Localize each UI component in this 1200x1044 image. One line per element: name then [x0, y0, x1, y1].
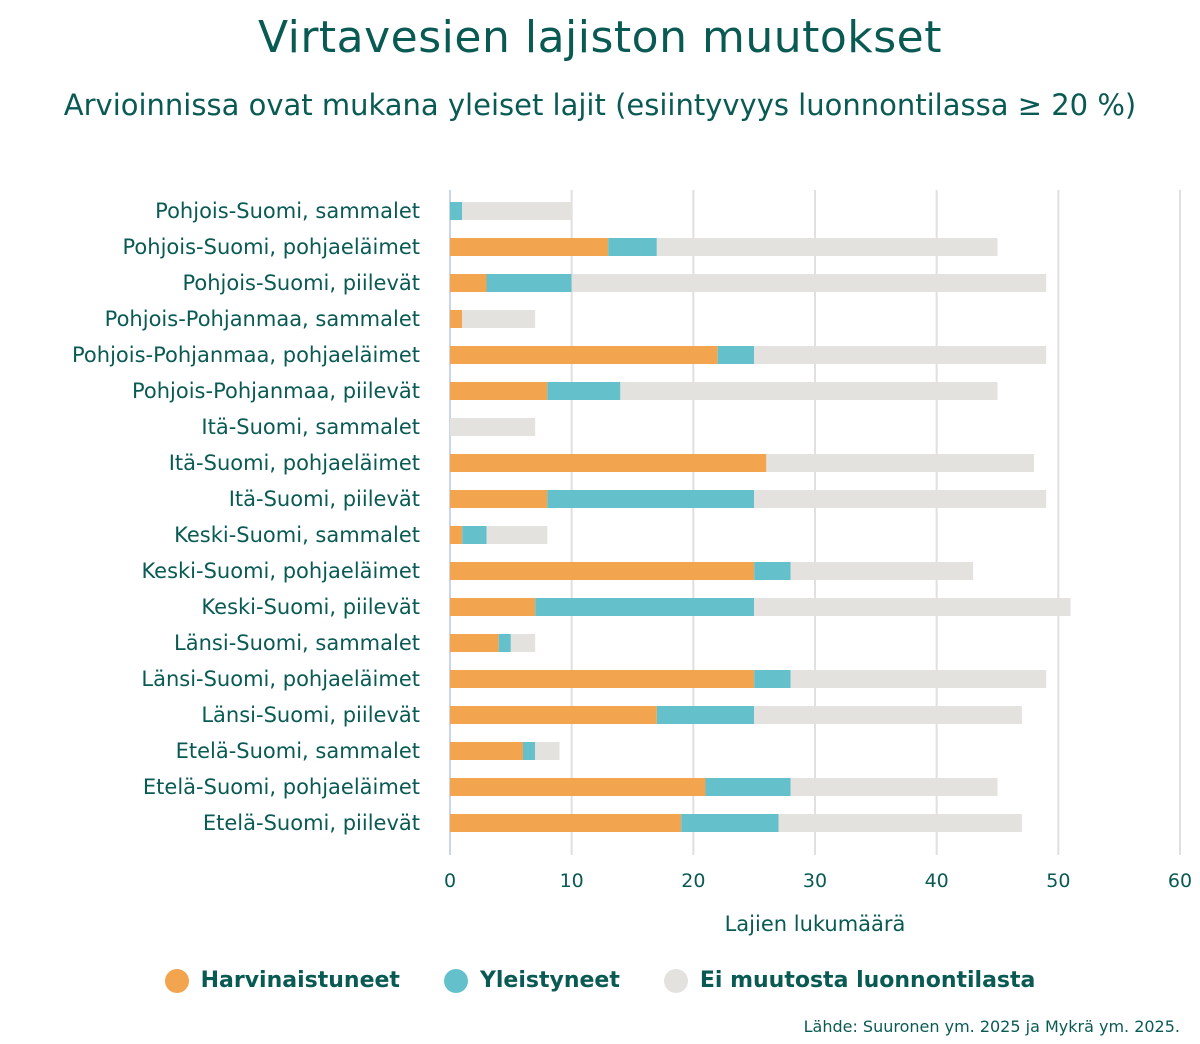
stacked-bar-chart: Pohjois-Suomi, sammalet Pohjois-Suomi, po…: [72, 190, 1192, 936]
legend-item-yleistyneet[interactable]: Yleistyneet: [443, 968, 620, 993]
x-tick-label: 60: [1168, 870, 1192, 892]
legend-label: Ei muutosta luonnontilasta: [699, 968, 1036, 993]
bar-segment-ei-muutosta[interactable]: [620, 382, 998, 400]
bar-segment-yleistyneet[interactable]: [681, 814, 779, 832]
x-axis-title: Lajien lukumäärä: [725, 912, 906, 936]
category-label: Pohjois-Pohjanmaa, piilevät: [132, 379, 420, 403]
category-label: Pohjois-Suomi, piilevät: [182, 271, 420, 295]
bar-segment-yleistyneet[interactable]: [498, 634, 511, 652]
bar-segment-yleistyneet[interactable]: [486, 274, 572, 292]
source-note: Lähde: Suuronen ym. 2025 ja Mykrä ym. 20…: [803, 1017, 1180, 1036]
bar-segment-harvinaistuneet[interactable]: [450, 346, 718, 364]
bar-segment-harvinaistuneet[interactable]: [450, 274, 487, 292]
bar-segment-ei-muutosta[interactable]: [462, 310, 536, 328]
legend: Harvinaistuneet Yleistyneet Ei muutosta …: [0, 968, 1200, 993]
category-label: Pohjois-Suomi, sammalet: [155, 199, 420, 223]
bar-segment-ei-muutosta[interactable]: [790, 778, 998, 796]
bar-segment-yleistyneet[interactable]: [450, 202, 463, 220]
bar-segment-harvinaistuneet[interactable]: [450, 310, 463, 328]
legend-label: Harvinaistuneet: [200, 968, 400, 993]
chart-subtitle: Arvioinnissa ovat mukana yleiset lajit (…: [63, 88, 1137, 122]
bar-segment-harvinaistuneet[interactable]: [450, 670, 755, 688]
bar-segment-yleistyneet[interactable]: [523, 742, 536, 760]
bar-segment-harvinaistuneet[interactable]: [450, 706, 657, 724]
bar-segment-ei-muutosta[interactable]: [656, 238, 998, 256]
bar-segment-harvinaistuneet[interactable]: [450, 454, 767, 472]
category-label: Pohjois-Suomi, pohjaeläimet: [123, 235, 421, 259]
bar-segment-ei-muutosta[interactable]: [790, 562, 974, 580]
legend-dot-icon: [443, 968, 468, 993]
bar-segment-ei-muutosta[interactable]: [754, 490, 1047, 508]
bar-segment-yleistyneet[interactable]: [656, 706, 755, 724]
bar-segment-harvinaistuneet[interactable]: [450, 742, 523, 760]
bar-segment-ei-muutosta[interactable]: [754, 346, 1047, 364]
category-label: Keski-Suomi, piilevät: [201, 595, 420, 619]
category-label: Etelä-Suomi, piilevät: [203, 811, 420, 835]
x-tick-label: 0: [444, 870, 456, 892]
grid-lines: [449, 190, 1181, 855]
legend-label: Yleistyneet: [479, 968, 620, 993]
bar-segment-yleistyneet[interactable]: [754, 670, 791, 688]
bar-segment-yleistyneet[interactable]: [705, 778, 791, 796]
category-label: Keski-Suomi, sammalet: [174, 523, 420, 547]
chart-title: Virtavesien lajiston muutokset: [257, 12, 942, 63]
category-label: Etelä-Suomi, sammalet: [176, 739, 420, 763]
x-axis-ticks: 0 10 20 30 40 50 60: [444, 870, 1192, 892]
bar-segment-ei-muutosta[interactable]: [754, 598, 1071, 616]
category-label: Keski-Suomi, pohjaeläimet: [141, 559, 420, 583]
category-label: Etelä-Suomi, pohjaeläimet: [143, 775, 420, 799]
bar-segment-ei-muutosta[interactable]: [790, 670, 1047, 688]
category-label: Itä-Suomi, pohjaeläimet: [169, 451, 420, 475]
bar-segment-yleistyneet[interactable]: [547, 382, 621, 400]
x-tick-label: 30: [803, 870, 827, 892]
bar-segment-yleistyneet[interactable]: [717, 346, 755, 364]
legend-dot-icon: [663, 968, 688, 993]
x-tick-label: 10: [560, 870, 584, 892]
category-label: Länsi-Suomi, pohjaeläimet: [141, 667, 420, 691]
x-tick-label: 40: [925, 870, 949, 892]
bar-segment-ei-muutosta[interactable]: [486, 526, 548, 544]
bar-segment-yleistyneet[interactable]: [462, 526, 487, 544]
bar-segment-yleistyneet[interactable]: [608, 238, 657, 256]
bar-segment-yleistyneet[interactable]: [535, 598, 755, 616]
category-labels: Pohjois-Suomi, sammalet Pohjois-Suomi, po…: [72, 199, 420, 835]
category-label: Länsi-Suomi, piilevät: [201, 703, 420, 727]
bar-segment-harvinaistuneet[interactable]: [450, 238, 609, 256]
category-label: Pohjois-Pohjanmaa, pohjaeläimet: [72, 343, 420, 367]
bar-segment-harvinaistuneet[interactable]: [450, 490, 548, 508]
bar-segment-ei-muutosta[interactable]: [754, 706, 1022, 724]
bar-segment-yleistyneet[interactable]: [754, 562, 791, 580]
bar-segment-harvinaistuneet[interactable]: [450, 598, 536, 616]
bar-segment-yleistyneet[interactable]: [547, 490, 755, 508]
x-tick-label: 20: [681, 870, 705, 892]
category-label: Pohjois-Pohjanmaa, sammalet: [105, 307, 420, 331]
category-label: Länsi-Suomi, sammalet: [174, 631, 420, 655]
bar-segment-harvinaistuneet[interactable]: [450, 814, 682, 832]
legend-dot-icon: [164, 968, 189, 993]
category-label: Itä-Suomi, piilevät: [229, 487, 420, 511]
bar-segment-ei-muutosta[interactable]: [778, 814, 1022, 832]
bar-segment-ei-muutosta[interactable]: [450, 418, 536, 436]
bars: [450, 202, 1071, 832]
bar-segment-ei-muutosta[interactable]: [766, 454, 1034, 472]
bar-segment-harvinaistuneet[interactable]: [450, 778, 706, 796]
legend-item-harvinaistuneet[interactable]: Harvinaistuneet: [164, 968, 400, 993]
bar-segment-ei-muutosta[interactable]: [510, 634, 536, 652]
bar-segment-harvinaistuneet[interactable]: [450, 634, 499, 652]
x-tick-label: 50: [1046, 870, 1070, 892]
bar-segment-ei-muutosta[interactable]: [571, 274, 1047, 292]
bar-segment-ei-muutosta[interactable]: [462, 202, 572, 220]
category-label: Itä-Suomi, sammalet: [201, 415, 420, 439]
legend-item-ei-muutosta[interactable]: Ei muutosta luonnontilasta: [663, 968, 1036, 993]
bar-segment-ei-muutosta[interactable]: [535, 742, 560, 760]
bar-segment-harvinaistuneet[interactable]: [450, 562, 755, 580]
bar-segment-harvinaistuneet[interactable]: [450, 382, 548, 400]
bar-segment-harvinaistuneet[interactable]: [450, 526, 463, 544]
